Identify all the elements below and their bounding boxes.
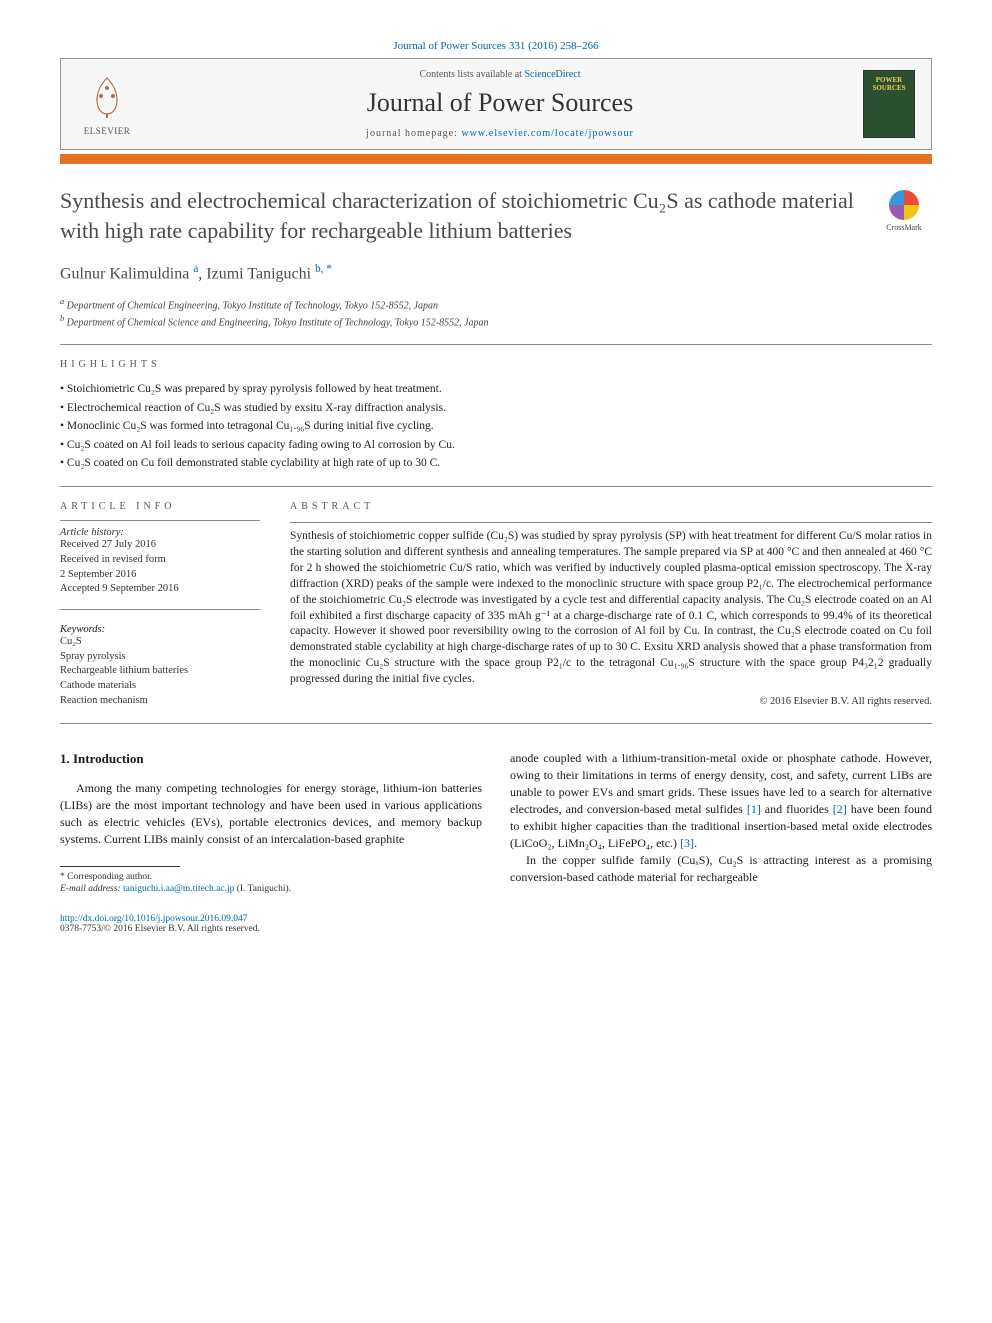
abstract-column: ABSTRACT Synthesis of stoichiometric cop… (290, 501, 932, 708)
corresponding-author-note: * Corresponding author. (60, 871, 482, 883)
email-footnote: E-mail address: taniguchi.i.aa@m.titech.… (60, 883, 482, 895)
abstract-label: ABSTRACT (290, 501, 932, 512)
body-col-left: 1. Introduction Among the many competing… (60, 750, 482, 896)
publisher-logo: ELSEVIER (77, 72, 137, 136)
p-text: . (694, 836, 697, 850)
divider (60, 344, 932, 345)
keywords-label: Keywords: (60, 624, 260, 635)
keyword-item: Rechargeable lithium batteries (60, 664, 260, 679)
aff-sup-a: a (60, 297, 64, 306)
journal-header-box: ELSEVIER Contents lists available at Sci… (60, 58, 932, 150)
article-info-column: ARTICLE INFO Article history: Received 2… (60, 501, 260, 708)
authors-line: Gulnur Kalimuldina a, Izumi Taniguchi b,… (60, 263, 932, 283)
highlight-item: Electrochemical reaction of Cu₂S was stu… (60, 399, 932, 417)
crossmark-icon (889, 190, 919, 220)
crossmark-label: CrossMark (876, 223, 932, 232)
body-two-column: 1. Introduction Among the many competing… (60, 750, 932, 896)
history-received: Received 27 July 2016 (60, 538, 260, 553)
footnote-divider (60, 866, 180, 867)
journal-name: Journal of Power Sources (137, 88, 863, 118)
journal-homepage-link[interactable]: www.elsevier.com/locate/jpowsour (461, 128, 633, 139)
intro-paragraph-1-cont: anode coupled with a lithium-transition-… (510, 750, 932, 852)
keyword-item: Cu₂S (60, 635, 260, 650)
body-col-right: anode coupled with a lithium-transition-… (510, 750, 932, 896)
doi-link[interactable]: http://dx.doi.org/10.1016/j.jpowsour.201… (60, 914, 247, 924)
affiliation-a: a Department of Chemical Engineering, To… (60, 296, 932, 313)
elsevier-tree-icon (83, 72, 131, 120)
author-2: Izumi Taniguchi (206, 266, 311, 283)
journal-cover-thumbnail: POWER SOURCES (863, 70, 915, 138)
homepage-prefix: journal homepage: (366, 128, 461, 139)
author-1-affiliation-sup: a (193, 263, 198, 275)
divider (60, 486, 932, 487)
intro-paragraph-2: In the copper sulfide family (CuₓS), Cu₂… (510, 852, 932, 886)
abstract-copyright: © 2016 Elsevier B.V. All rights reserved… (290, 696, 932, 707)
highlights-list: Stoichiometric Cu₂S was prepared by spra… (60, 380, 932, 472)
aff-sup-b: b (60, 314, 64, 323)
keyword-item: Reaction mechanism (60, 694, 260, 709)
keyword-item: Spray pyrolysis (60, 650, 260, 665)
divider (60, 723, 932, 724)
email-label: E-mail address: (60, 884, 123, 894)
crossmark-badge[interactable]: CrossMark (876, 190, 932, 232)
highlight-item: Monoclinic Cu₂S was formed into tetragon… (60, 417, 932, 435)
intro-paragraph-1: Among the many competing technologies fo… (60, 780, 482, 848)
issn-copyright-line: 0378-7753/© 2016 Elsevier B.V. All right… (60, 924, 260, 934)
history-accepted: Accepted 9 September 2016 (60, 582, 260, 597)
p-text: and fluorides (761, 802, 833, 816)
highlight-item: Cu₂S coated on Cu foil demonstrated stab… (60, 454, 932, 472)
divider (290, 522, 932, 523)
affiliation-b: b Department of Chemical Science and Eng… (60, 313, 932, 330)
highlight-item: Stoichiometric Cu₂S was prepared by spra… (60, 380, 932, 398)
abstract-text: Synthesis of stoichiometric copper sulfi… (290, 529, 932, 688)
history-revised-1: Received in revised form (60, 553, 260, 568)
ref-link-3[interactable]: [3] (680, 836, 694, 850)
aff-text-a: Department of Chemical Engineering, Toky… (67, 300, 438, 311)
highlight-item: Cu₂S coated on Al foil leads to serious … (60, 436, 932, 454)
ref-link-1[interactable]: [1] (747, 802, 761, 816)
keyword-item: Cathode materials (60, 679, 260, 694)
corresponding-email-link[interactable]: taniguchi.i.aa@m.titech.ac.jp (123, 884, 234, 894)
cover-text: POWER SOURCES (864, 71, 914, 92)
publisher-name: ELSEVIER (77, 126, 137, 136)
footer-doi-block: http://dx.doi.org/10.1016/j.jpowsour.201… (60, 914, 932, 934)
contents-available-line: Contents lists available at ScienceDirec… (137, 69, 863, 80)
divider (60, 609, 260, 610)
citation-line: Journal of Power Sources 331 (2016) 258–… (60, 40, 932, 52)
article-title: Synthesis and electrochemical characteri… (60, 186, 864, 245)
contents-prefix: Contents lists available at (419, 69, 524, 80)
email-suffix: (I. Taniguchi). (234, 884, 291, 894)
author-1: Gulnur Kalimuldina (60, 266, 189, 283)
history-label: Article history: (60, 527, 260, 538)
section-heading-introduction: 1. Introduction (60, 750, 482, 768)
aff-text-b: Department of Chemical Science and Engin… (67, 317, 489, 328)
author-2-affiliation-sup: b, * (315, 263, 332, 275)
divider (60, 520, 260, 521)
accent-bar (60, 154, 932, 164)
history-revised-2: 2 September 2016 (60, 568, 260, 583)
highlights-label: HIGHLIGHTS (60, 359, 932, 370)
article-info-label: ARTICLE INFO (60, 501, 260, 512)
ref-link-2[interactable]: [2] (833, 802, 847, 816)
journal-homepage-line: journal homepage: www.elsevier.com/locat… (137, 128, 863, 139)
sciencedirect-link[interactable]: ScienceDirect (524, 69, 580, 80)
